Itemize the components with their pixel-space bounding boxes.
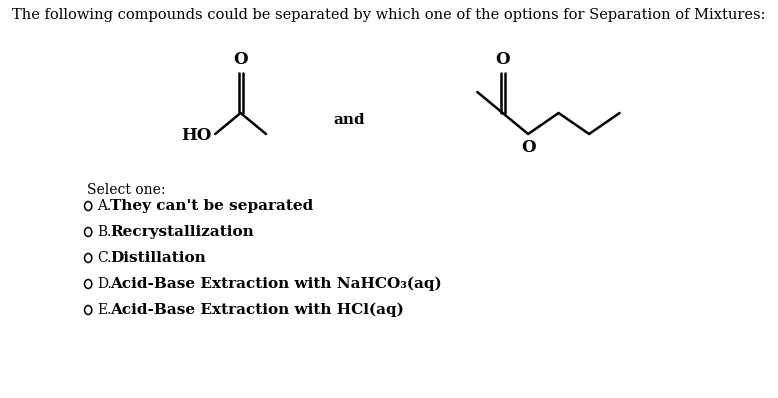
Text: O: O xyxy=(520,139,535,156)
Text: HO: HO xyxy=(181,127,212,144)
Text: Select one:: Select one: xyxy=(86,183,165,197)
Text: O: O xyxy=(233,51,248,68)
Text: O: O xyxy=(496,51,510,68)
Text: Acid-Base Extraction with NaHCO₃(aq): Acid-Base Extraction with NaHCO₃(aq) xyxy=(110,277,442,291)
Text: They can't be separated: They can't be separated xyxy=(110,199,314,213)
Text: C.: C. xyxy=(97,251,111,265)
Text: and: and xyxy=(334,113,366,127)
Text: Recrystallization: Recrystallization xyxy=(110,225,254,239)
Text: E.: E. xyxy=(97,303,111,317)
Text: D.: D. xyxy=(97,277,112,291)
Text: Acid-Base Extraction with HCl(aq): Acid-Base Extraction with HCl(aq) xyxy=(110,303,404,317)
Text: Distillation: Distillation xyxy=(110,251,205,265)
Text: The following compounds could be separated by which one of the options for Separ: The following compounds could be separat… xyxy=(12,8,766,22)
Text: A.: A. xyxy=(97,199,111,213)
Text: B.: B. xyxy=(97,225,111,239)
